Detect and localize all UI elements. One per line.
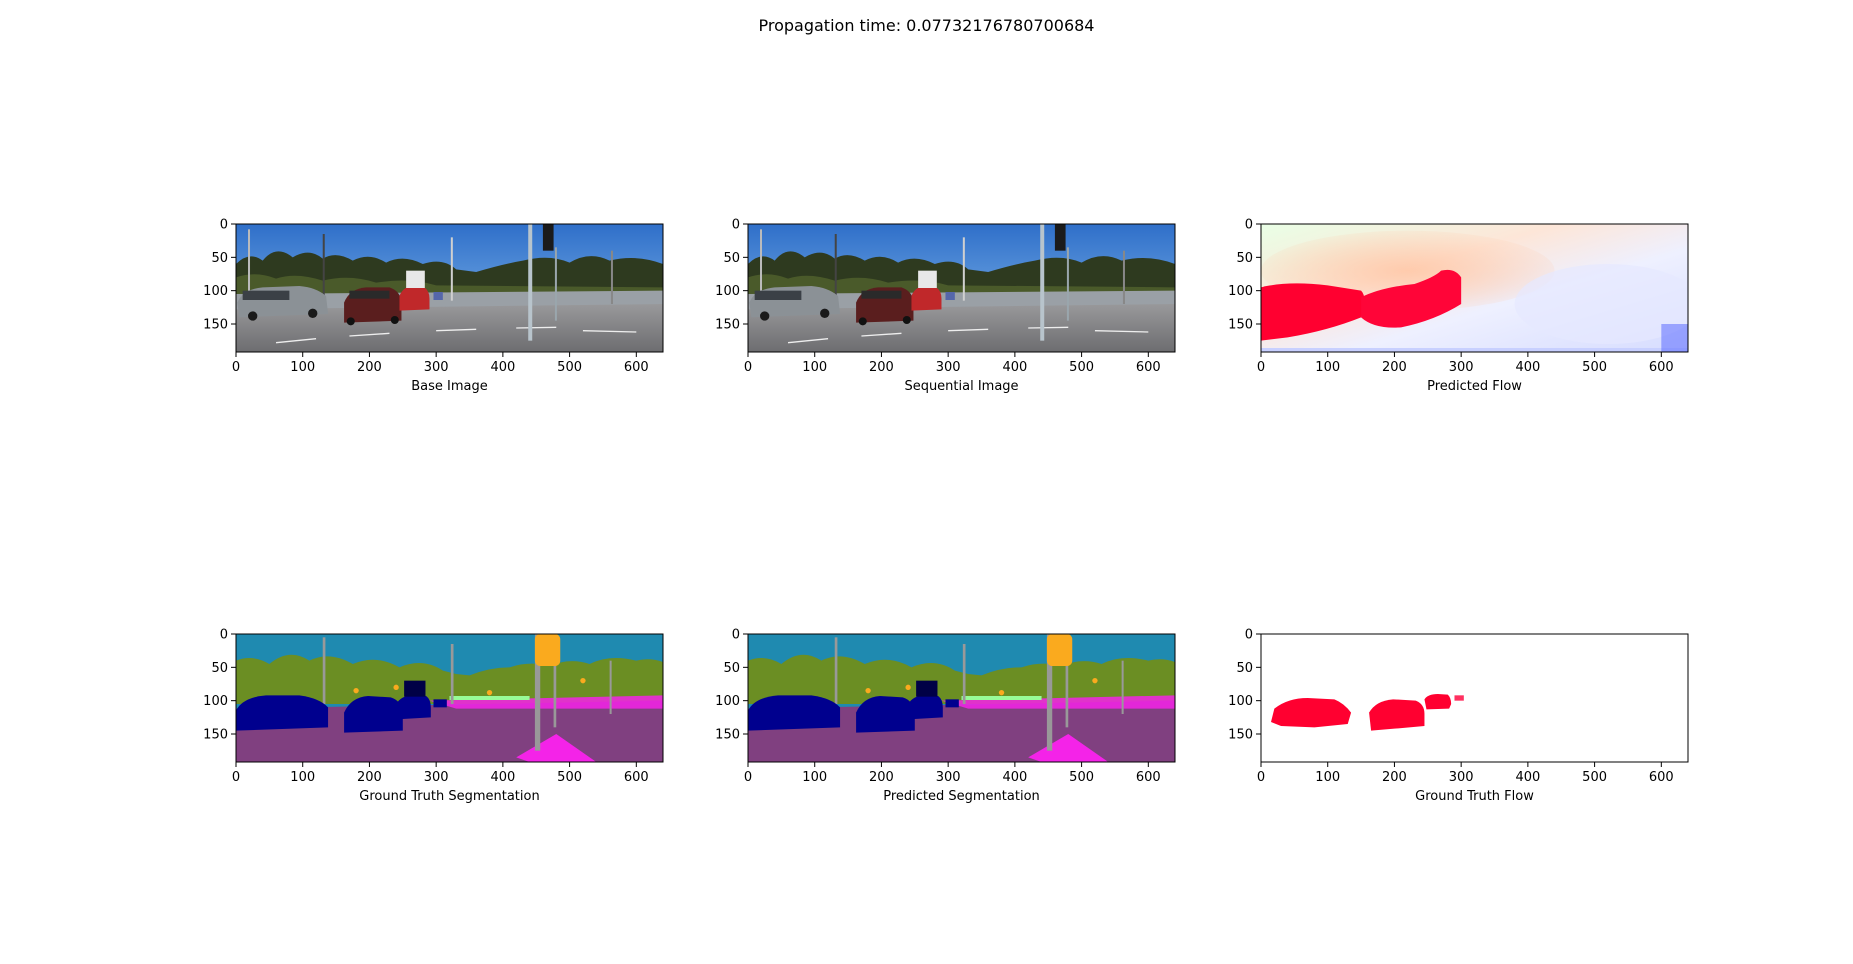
x-tick-label: 100: [802, 770, 827, 785]
x-tick-label: 0: [232, 360, 240, 375]
y-tick-label: 100: [1228, 284, 1253, 299]
x-tick-label: 600: [1649, 770, 1674, 785]
x-tick-label: 100: [1315, 770, 1340, 785]
y-tick-label: 0: [220, 218, 228, 233]
x-tick-label: 300: [936, 770, 961, 785]
y-tick-label: 150: [715, 318, 740, 333]
y-tick-label: 150: [715, 728, 740, 743]
x-tick-label: 300: [1449, 770, 1474, 785]
axes-frame: [747, 633, 1176, 763]
y-tick-label: 150: [203, 318, 228, 333]
y-tick-label: 0: [220, 628, 228, 643]
x-tick-label: 300: [936, 360, 961, 375]
x-axis-label: Sequential Image: [904, 379, 1018, 394]
y-tick-label: 150: [1228, 728, 1253, 743]
x-tick-label: 600: [1649, 360, 1674, 375]
x-tick-label: 200: [357, 360, 382, 375]
x-tick-label: 300: [1449, 360, 1474, 375]
x-tick-label: 200: [1382, 360, 1407, 375]
axes-frame: [235, 223, 664, 353]
subplot-predicted-flow: 0 100 200 300 400 500 600 0 50 100 150 Predicted Fl…: [1228, 218, 1689, 394]
image-sequential-image: [748, 224, 1175, 352]
axes-frame: [235, 633, 664, 763]
x-tick-label: 200: [1382, 770, 1407, 785]
axes-frame: [1260, 223, 1689, 353]
subplot-predicted-segmentation: 0 100 200 300 400 500 600 0 50 100 150 Predicted Se…: [715, 628, 1176, 804]
x-tick-label: 500: [1069, 360, 1094, 375]
x-tick-label: 200: [869, 770, 894, 785]
y-tick-label: 0: [732, 628, 740, 643]
x-tick-label: 300: [424, 770, 449, 785]
y-tick-label: 100: [715, 284, 740, 299]
x-tick-label: 100: [1315, 360, 1340, 375]
y-tick-label: 0: [1245, 628, 1253, 643]
subplot-sequential-image: 0 100 200 300 400 500 600 0 50 100 150 Sequential I…: [715, 218, 1176, 394]
x-tick-label: 400: [490, 360, 515, 375]
y-tick-label: 0: [732, 218, 740, 233]
y-tick-label: 50: [723, 661, 740, 676]
x-tick-label: 0: [744, 770, 752, 785]
x-axis-label: Ground Truth Flow: [1415, 789, 1534, 804]
y-tick-label: 50: [723, 251, 740, 266]
figure-title: Propagation time: 0.07732176780700684: [758, 16, 1095, 35]
x-tick-label: 400: [1002, 770, 1027, 785]
y-tick-label: 150: [203, 728, 228, 743]
x-tick-label: 0: [1257, 770, 1265, 785]
subplot-ground-truth-flow: 0 100 200 300 400 500 600 0 50 100 150 Ground Truth…: [1228, 628, 1689, 804]
x-tick-label: 400: [1515, 360, 1540, 375]
subplot-base-image: 0 100 200 300 400 500 600 0 50 100 150 Base Image: [203, 218, 664, 394]
y-tick-label: 100: [1228, 694, 1253, 709]
image-ground-truth-flow: [1261, 634, 1688, 762]
image-base-image: [236, 224, 663, 352]
x-axis-label: Predicted Flow: [1427, 379, 1522, 394]
y-tick-label: 100: [203, 284, 228, 299]
x-tick-label: 200: [869, 360, 894, 375]
x-tick-label: 0: [232, 770, 240, 785]
y-tick-label: 0: [1245, 218, 1253, 233]
x-tick-label: 500: [557, 360, 582, 375]
y-tick-label: 100: [203, 694, 228, 709]
x-tick-label: 500: [1582, 770, 1607, 785]
x-axis-label: Predicted Segmentation: [883, 789, 1040, 804]
x-axis-label: Base Image: [411, 379, 488, 394]
x-tick-label: 0: [1257, 360, 1265, 375]
y-tick-label: 50: [211, 661, 228, 676]
y-tick-label: 100: [715, 694, 740, 709]
x-tick-label: 400: [490, 770, 515, 785]
y-tick-label: 50: [211, 251, 228, 266]
x-tick-label: 100: [290, 360, 315, 375]
x-tick-label: 200: [357, 770, 382, 785]
image-predicted-flow: [1261, 224, 1689, 352]
x-axis-label: Ground Truth Segmentation: [359, 789, 539, 804]
image-predicted-segmentation: [748, 634, 1175, 762]
x-tick-label: 600: [624, 770, 649, 785]
x-tick-label: 600: [1136, 770, 1161, 785]
y-tick-label: 50: [1236, 661, 1253, 676]
axes-frame: [747, 223, 1176, 353]
y-tick-label: 50: [1236, 251, 1253, 266]
axes-frame: [1260, 633, 1689, 763]
x-tick-label: 100: [802, 360, 827, 375]
x-tick-label: 600: [1136, 360, 1161, 375]
x-tick-label: 500: [1582, 360, 1607, 375]
image-ground-truth-segmentation: [236, 634, 663, 762]
x-tick-label: 400: [1002, 360, 1027, 375]
x-tick-label: 300: [424, 360, 449, 375]
subplot-ground-truth-segmentation: 0 100 200 300 400 500 600 0 50 100 150 Ground Truth…: [203, 628, 664, 804]
x-tick-label: 0: [744, 360, 752, 375]
x-tick-label: 500: [557, 770, 582, 785]
y-tick-label: 150: [1228, 318, 1253, 333]
x-tick-label: 400: [1515, 770, 1540, 785]
x-tick-label: 600: [624, 360, 649, 375]
x-tick-label: 500: [1069, 770, 1094, 785]
x-tick-label: 100: [290, 770, 315, 785]
